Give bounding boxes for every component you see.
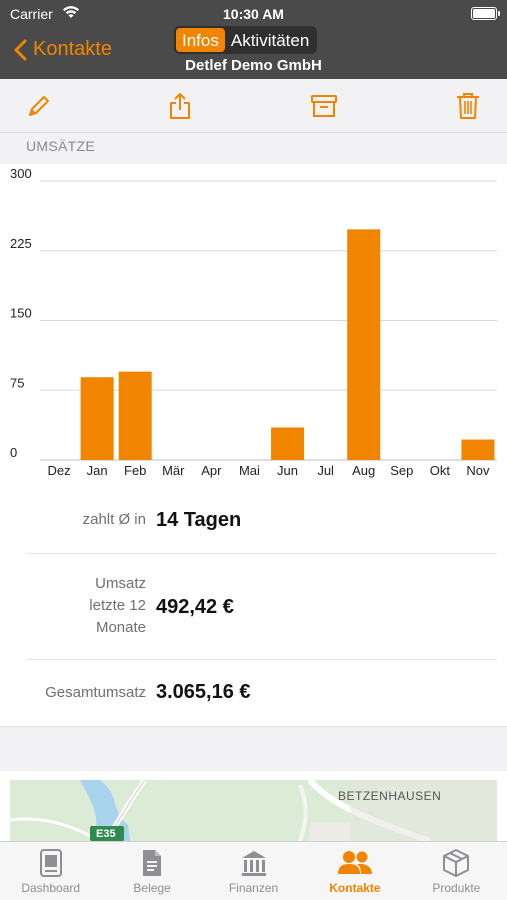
tab-dashboard-label: Dashboard xyxy=(21,881,81,895)
back-button[interactable]: Kontakte xyxy=(14,38,112,61)
bar-jun xyxy=(271,427,305,460)
tab-produkte-label: Produkte xyxy=(432,881,481,895)
tab-dashboard[interactable]: Dashboard xyxy=(0,842,101,900)
tab-bar: Dashboard Belege Finanzen Kontakte xyxy=(0,841,507,900)
x-tick-label-5: Mai xyxy=(239,463,260,478)
clock: 10:30 AM xyxy=(223,6,284,22)
revenue12-label-line1: Umsatz xyxy=(95,575,146,592)
pencil-icon xyxy=(29,96,49,116)
x-tick-label-2: Feb xyxy=(124,463,146,478)
back-label: Kontakte xyxy=(33,38,112,60)
x-tick-label-0: Dez xyxy=(47,463,70,478)
x-tick-label-1: Jan xyxy=(87,463,108,478)
tab-finanzen-label: Finanzen xyxy=(228,881,279,895)
spacer xyxy=(0,726,507,771)
x-tick-label-9: Sep xyxy=(390,463,413,478)
revenue-bar-chart: 0 75 150 225 300 Dez Jan Feb Mär Apr Mai Jun Jul Aug S… xyxy=(10,166,497,478)
y-tick-label-4: 300 xyxy=(10,166,32,181)
segmented-control: Infos Aktivitäten xyxy=(174,26,318,54)
info-panel: zahlt Ø in 14 Tagen Umsatz letzte 12 Mon… xyxy=(0,488,507,726)
revenue12-row: Umsatz letzte 12 Monate 492,42 € xyxy=(26,554,497,660)
total-revenue-value: 3.065,16 € xyxy=(156,681,251,703)
revenue12-label: Umsatz letzte 12 Monate xyxy=(26,573,146,639)
total-revenue-row: Gesamtumsatz 3.065,16 € xyxy=(26,660,497,726)
dashboard-icon xyxy=(39,849,62,877)
bar-aug xyxy=(347,229,381,460)
archive-icon xyxy=(311,95,337,117)
carrier-label: Carrier xyxy=(10,6,53,22)
bar-jan xyxy=(80,377,114,460)
x-tick-label-6: Jun xyxy=(277,463,298,478)
delete-button[interactable] xyxy=(453,91,483,121)
revenue-chart: 0 75 150 225 300 Dez Jan Feb Mär Apr Mai Jun Jul Aug S… xyxy=(0,164,507,488)
payment-row: zahlt Ø in 14 Tagen xyxy=(26,488,497,554)
navigation-bar: Carrier 10:30 AM Kontakte Infos Aktivitä… xyxy=(0,0,507,79)
document-icon xyxy=(143,850,162,876)
y-tick-label-3: 225 xyxy=(10,236,32,251)
trash-icon xyxy=(457,93,479,119)
tab-belege-label: Belege xyxy=(133,881,171,895)
x-tick-label-4: Apr xyxy=(201,463,222,478)
share-icon xyxy=(170,93,190,119)
location-map[interactable]: BETZENHAUSEN E35 xyxy=(10,780,497,841)
x-tick-label-7: Jul xyxy=(317,463,334,478)
x-tick-label-10: Okt xyxy=(430,463,451,478)
tab-belege[interactable]: Belege xyxy=(101,842,202,900)
x-tick-label-11: Nov xyxy=(466,463,490,478)
map-graphic xyxy=(10,780,497,841)
edit-button[interactable] xyxy=(24,91,54,121)
company-title: Detlef Demo GmbH xyxy=(185,57,322,74)
segment-aktivitaeten[interactable]: Aktivitäten xyxy=(230,31,310,50)
tab-kontakte[interactable]: Kontakte xyxy=(304,842,405,900)
archive-button[interactable] xyxy=(309,91,339,121)
payment-label: zahlt Ø in xyxy=(82,511,146,528)
y-tick-label-0: 0 xyxy=(10,445,17,460)
section-header: UMSÄTZE xyxy=(0,134,507,164)
revenue12-value: 492,42 € xyxy=(156,596,234,618)
payment-value: 14 Tagen xyxy=(156,509,242,531)
map-place-label: BETZENHAUSEN xyxy=(338,789,442,803)
x-tick-label-8: Aug xyxy=(352,463,375,478)
revenue12-label-line2: letzte 12 xyxy=(89,597,146,614)
map-panel: BETZENHAUSEN E35 xyxy=(0,771,507,841)
action-toolbar xyxy=(0,79,507,133)
tab-finanzen[interactable]: Finanzen xyxy=(203,842,304,900)
bank-icon xyxy=(241,851,266,876)
status-bar: Carrier 10:30 AM xyxy=(0,0,507,28)
battery-icon xyxy=(471,7,500,20)
wifi-icon xyxy=(63,6,79,18)
share-button[interactable] xyxy=(165,91,195,121)
box-icon xyxy=(443,849,470,877)
road-shield-label: E35 xyxy=(96,828,116,840)
revenue12-label-line3: Monate xyxy=(95,619,146,636)
tab-produkte[interactable]: Produkte xyxy=(406,842,507,900)
bar-nov xyxy=(461,439,495,460)
total-revenue-label: Gesamtumsatz xyxy=(45,684,146,701)
segment-infos[interactable]: Infos xyxy=(176,28,225,52)
y-tick-label-1: 75 xyxy=(10,375,24,390)
people-icon xyxy=(337,851,372,874)
x-tick-label-3: Mär xyxy=(162,463,185,478)
bar-feb xyxy=(118,371,152,460)
tab-kontakte-label: Kontakte xyxy=(329,881,381,895)
y-tick-label-2: 150 xyxy=(10,306,32,321)
chevron-left-icon xyxy=(14,39,27,60)
